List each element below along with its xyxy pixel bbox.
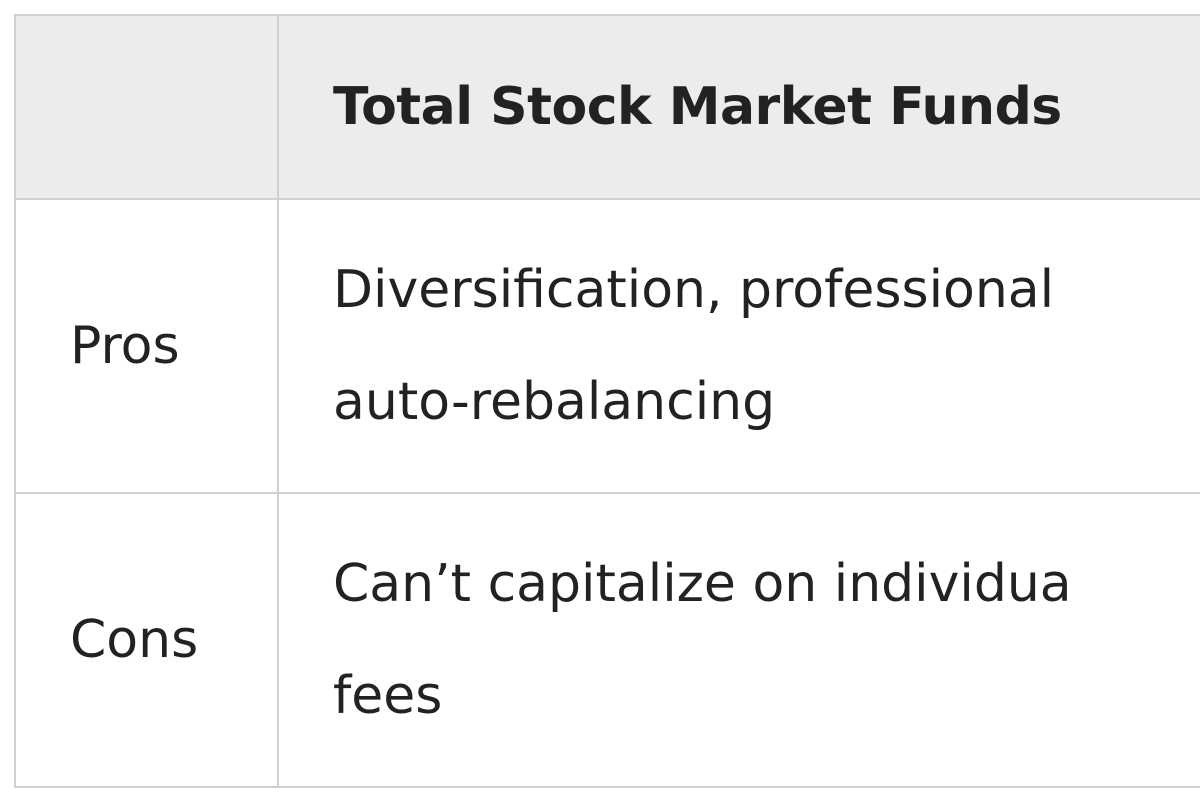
row-label-cell-pros: Pros — [14, 198, 279, 494]
content-cell-cons: Can’t capitalize on individua fees — [277, 492, 1200, 788]
comparison-table: Total Stock Market Funds Pros Diversific… — [14, 14, 1200, 788]
table-row-pros: Pros Diversification, professional auto-… — [14, 198, 1200, 494]
content-text-pros: Diversification, professional auto-rebal… — [280, 234, 1200, 458]
row-label-pros: Pros — [70, 316, 180, 376]
row-label-cell-cons: Cons — [14, 492, 279, 788]
content-line-pros-2: auto-rebalancing — [333, 372, 776, 432]
content-cell-pros: Diversification, professional auto-rebal… — [277, 198, 1200, 494]
content-line-cons-2: fees — [333, 666, 443, 726]
table-row-cons: Cons Can’t capitalize on individua fees — [14, 492, 1200, 788]
header-corner-cell — [14, 14, 279, 200]
comparison-table-container: Total Stock Market Funds Pros Diversific… — [14, 14, 1200, 790]
row-label-cons: Cons — [70, 610, 199, 670]
header-cell-total-stock-market-funds: Total Stock Market Funds — [277, 14, 1200, 200]
table-header-row: Total Stock Market Funds — [14, 14, 1200, 200]
content-line-pros-1: Diversification, professional — [333, 260, 1055, 320]
content-text-cons: Can’t capitalize on individua fees — [280, 528, 1200, 752]
column-header-label: Total Stock Market Funds — [333, 77, 1062, 137]
content-line-cons-1: Can’t capitalize on individua — [333, 554, 1072, 614]
